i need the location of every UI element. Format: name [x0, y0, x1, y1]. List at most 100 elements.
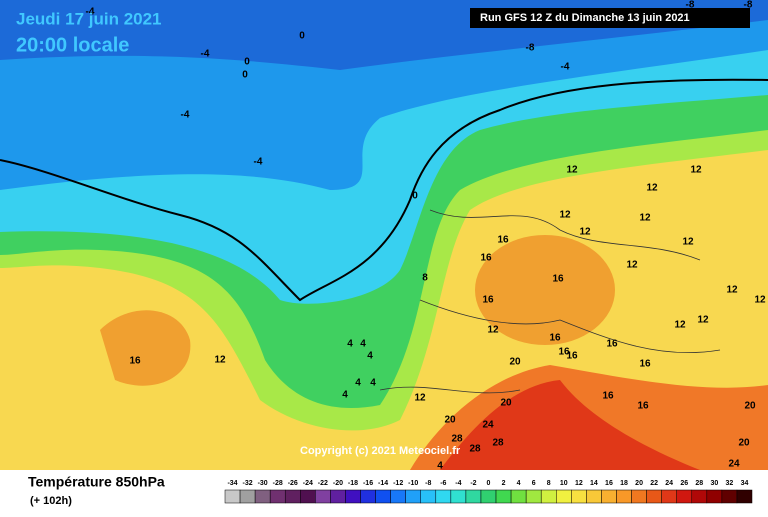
legend-value: -16	[363, 480, 373, 487]
isotherm-label: 12	[414, 393, 426, 404]
legend-value: -12	[393, 480, 403, 487]
run-text: Run GFS 12 Z du Dimanche 13 juin 2021	[480, 12, 690, 24]
date: Jeudi 17 juin 2021	[16, 9, 162, 28]
legend-value: -4	[455, 480, 461, 487]
isotherm-label: 12	[646, 183, 658, 194]
isotherm-label: -4	[561, 62, 570, 73]
legend-value: -24	[303, 480, 313, 487]
legend-swatch	[691, 489, 708, 504]
legend-value: -14	[378, 480, 388, 487]
legend-swatch	[706, 489, 723, 504]
borders	[379, 209, 721, 394]
isotherm-label: 4	[360, 339, 366, 350]
legend-swatch	[495, 489, 512, 504]
isotherm-label: 12	[579, 227, 591, 238]
legend-swatch	[405, 489, 421, 504]
isotherm-label: -8	[744, 0, 753, 11]
isotherm-label: 12	[690, 165, 702, 176]
legend-swatch	[646, 489, 662, 504]
legend-value: 16	[605, 480, 613, 487]
legend-swatch	[661, 489, 677, 504]
isotherm-label: 20	[444, 415, 456, 426]
legend-swatch	[345, 489, 361, 504]
isotherm-label: 16	[606, 339, 618, 350]
legend-swatch	[284, 489, 301, 504]
isotherm-label: 24	[482, 420, 494, 431]
legend-swatch	[510, 489, 527, 504]
isotherm-label: 28	[492, 438, 504, 449]
isotherm-label: 16	[552, 274, 564, 285]
legend-value: -2	[470, 480, 476, 487]
isotherm-label: 20	[500, 398, 512, 409]
isotherm-label: 16	[558, 347, 570, 358]
isotherm-label: 20	[509, 357, 521, 368]
isotherm-label: 16	[639, 359, 651, 370]
legend-value: 32	[726, 480, 734, 487]
legend-swatch	[525, 489, 542, 504]
isotherm-label: -4	[181, 110, 190, 121]
isotherm-label: 20	[744, 401, 756, 412]
isotherm-label: 0	[242, 70, 248, 81]
legend-value: -30	[258, 480, 268, 487]
legend-value: -26	[288, 480, 298, 487]
footer-title: Température 850hPa	[28, 474, 165, 490]
legend-swatch	[390, 489, 406, 504]
isotherm-label: 16	[497, 235, 509, 246]
legend-value: 2	[502, 480, 506, 487]
isotherm-label: 4	[367, 351, 373, 362]
isotherm-label: 28	[469, 444, 481, 455]
legend-swatch	[239, 489, 256, 504]
isotherm-label: 0	[244, 57, 250, 68]
legend-swatch	[465, 489, 482, 504]
isotherm-label: 4	[437, 461, 443, 472]
isotherm-label: 16	[637, 401, 649, 412]
isotherm-label: 12	[566, 165, 578, 176]
isotherm-label: 12	[639, 213, 651, 224]
run-box	[470, 8, 750, 28]
isotherm-label: 12	[726, 285, 738, 296]
legend-value: 26	[680, 480, 688, 487]
legend-swatch	[616, 489, 632, 504]
legend-value: 12	[575, 480, 583, 487]
isotherm-label: 0	[412, 191, 418, 202]
isotherm-label: 8	[422, 273, 428, 284]
legend-value: 20	[635, 480, 643, 487]
isotherm-label: 16	[480, 253, 492, 264]
legend-swatch	[586, 489, 602, 504]
isotherm-label: 0	[299, 31, 305, 42]
isotherm-label: -4	[254, 157, 263, 168]
legend-value: -34	[227, 480, 237, 487]
legend-value: -28	[273, 480, 283, 487]
legend-swatch	[224, 489, 241, 504]
legend-swatch	[450, 489, 467, 504]
isotherm-label: -4	[86, 7, 95, 18]
legend-swatch	[601, 489, 617, 504]
isotherm-label: 4	[347, 339, 353, 350]
isotherm-label: 24	[728, 459, 740, 470]
isotherm-label: 16	[482, 295, 494, 306]
legend-swatch	[540, 489, 557, 504]
isotherm-label: -8	[526, 43, 535, 54]
legend-swatch	[480, 489, 497, 504]
legend-swatch	[571, 489, 587, 504]
legend-value: 14	[590, 480, 598, 487]
isotherm-label: 28	[451, 434, 463, 445]
legend-value: 4	[517, 480, 521, 487]
coastline	[0, 78, 768, 302]
legend-value: 10	[560, 480, 568, 487]
legend-swatch	[435, 489, 452, 504]
isotherm-label: 16	[129, 356, 141, 367]
legend-value: -22	[318, 480, 328, 487]
isotherm-label: -4	[201, 49, 210, 60]
legend-swatch	[360, 489, 376, 504]
isotherm-label: 12	[487, 325, 499, 336]
isotherm-label: 20	[738, 438, 750, 449]
isotherm-label: 12	[697, 315, 709, 326]
legend-swatch	[556, 489, 572, 504]
isotherm-label: 16	[549, 333, 561, 344]
legend-value: -10	[408, 480, 418, 487]
isotherm-label: 16	[602, 391, 614, 402]
isotherm-label: 16	[566, 351, 578, 362]
isotherm-label: 4	[342, 390, 348, 401]
